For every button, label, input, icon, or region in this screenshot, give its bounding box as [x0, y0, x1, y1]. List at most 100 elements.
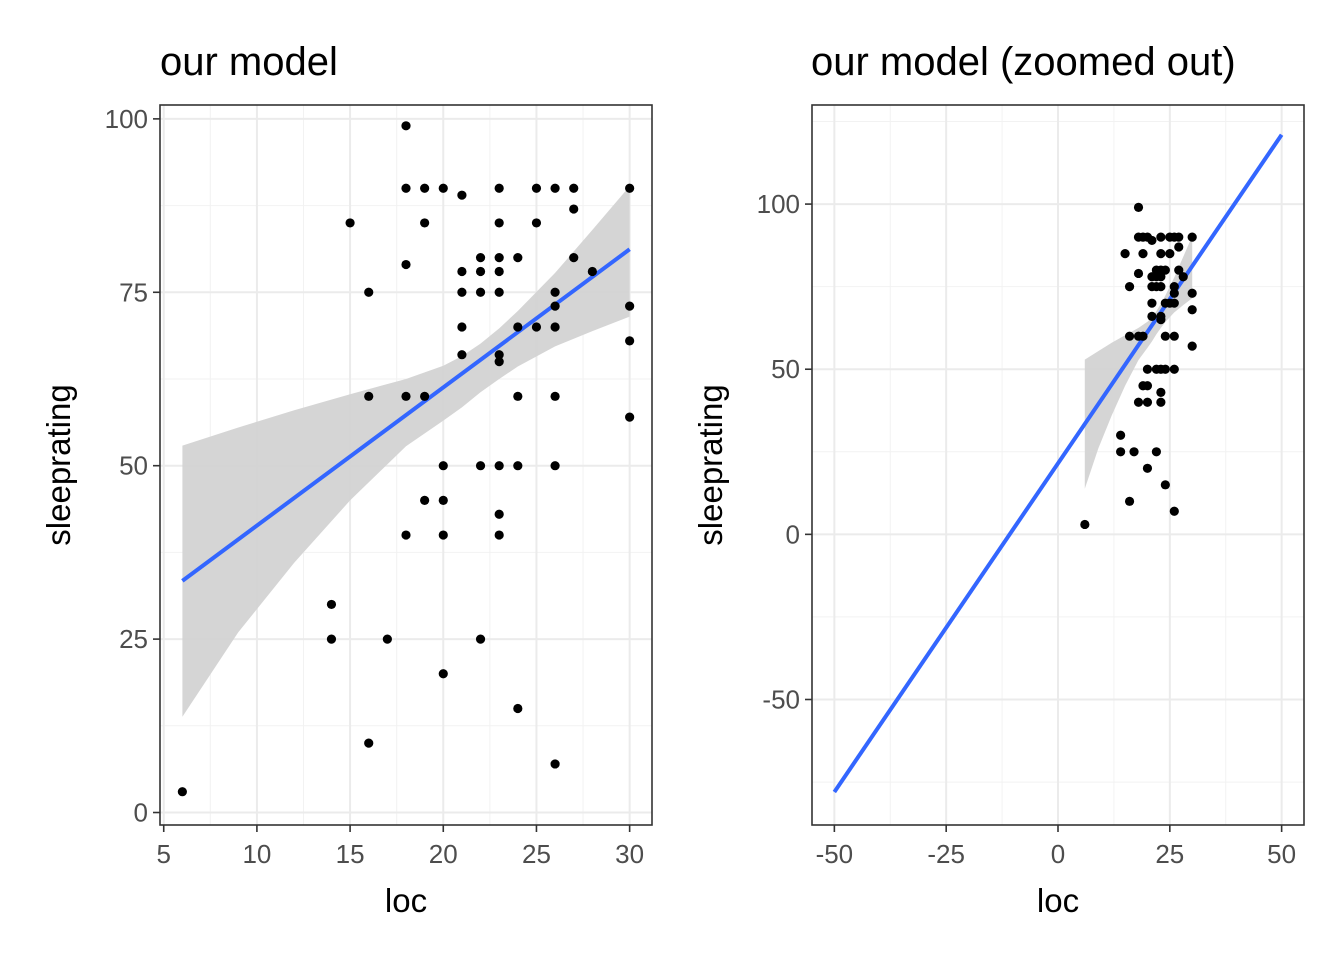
data-point — [550, 322, 560, 332]
data-point — [457, 266, 467, 277]
data-point — [1116, 430, 1126, 440]
x-tick-label: 15 — [336, 839, 365, 869]
data-point — [1174, 265, 1184, 275]
y-axis-ticks: -50 0 50 100 — [757, 189, 812, 714]
data-point — [625, 301, 635, 311]
left-chart-panel: our model 5 10 15 20 25 30 0 25 50 75 100 loc sle… — [40, 40, 653, 919]
y-tick-label: -50 — [762, 684, 800, 714]
data-point — [364, 287, 374, 297]
data-point — [513, 253, 523, 263]
data-point — [569, 183, 579, 193]
data-point — [438, 530, 448, 540]
fit-line — [832, 133, 1284, 794]
data-point — [401, 121, 411, 131]
data-point — [1156, 232, 1166, 242]
data-point — [345, 218, 355, 228]
chart-title: our model — [160, 40, 338, 84]
data-point — [420, 391, 430, 401]
data-point — [1147, 311, 1157, 321]
data-point — [1169, 506, 1179, 516]
data-point — [177, 787, 187, 797]
data-point — [1169, 282, 1179, 292]
data-point — [326, 634, 337, 644]
data-point — [457, 322, 467, 332]
data-point — [1120, 249, 1130, 259]
y-axis-ticks: 0 25 50 75 100 — [105, 104, 160, 828]
data-point — [1169, 298, 1179, 308]
y-tick-label: 50 — [119, 451, 148, 481]
data-point — [625, 336, 635, 346]
data-point — [475, 253, 486, 263]
data-point — [494, 461, 504, 471]
data-point — [494, 509, 504, 519]
y-tick-label: 75 — [119, 277, 148, 307]
x-tick-label: 25 — [522, 839, 551, 869]
data-point — [550, 391, 560, 401]
data-point — [494, 350, 504, 360]
y-tick-label: 0 — [786, 519, 800, 549]
data-point — [457, 350, 467, 360]
data-point — [1169, 288, 1179, 298]
data-point — [494, 266, 504, 277]
y-axis-title: sleeprating — [692, 384, 729, 545]
confidence-band — [182, 186, 630, 717]
y-tick-label: 100 — [105, 104, 148, 134]
data-point — [1187, 288, 1197, 298]
data-point — [494, 530, 504, 540]
x-tick-label: -50 — [816, 839, 854, 869]
data-point — [1187, 232, 1197, 242]
data-point — [550, 301, 560, 311]
x-axis-ticks: 5 10 15 20 25 30 — [156, 825, 644, 869]
data-point — [1124, 496, 1135, 506]
data-point — [1169, 364, 1179, 374]
right-chart-panel: our model (zoomed out) -50 -25 0 25 50 -50 0 5… — [692, 40, 1305, 919]
data-point — [1124, 331, 1135, 341]
data-point — [531, 183, 542, 193]
data-point — [569, 204, 579, 214]
data-point — [1156, 272, 1166, 282]
data-point — [1133, 268, 1144, 279]
data-point — [625, 183, 635, 193]
x-tick-label: 25 — [1155, 839, 1184, 869]
data-point — [420, 218, 430, 228]
data-points — [177, 121, 635, 797]
data-point — [1156, 249, 1166, 259]
regression-line — [832, 133, 1284, 794]
data-point — [401, 391, 411, 401]
data-point — [550, 759, 560, 769]
data-point — [1142, 381, 1153, 391]
data-point — [494, 253, 504, 263]
data-point — [438, 183, 448, 193]
data-point — [1138, 331, 1148, 341]
data-point — [1160, 480, 1170, 490]
data-point — [513, 703, 523, 714]
data-point — [401, 259, 411, 270]
y-tick-label: 50 — [771, 354, 800, 384]
data-point — [420, 495, 430, 505]
x-axis-ticks: -50 -25 0 25 50 — [816, 825, 1296, 869]
data-point — [1138, 249, 1148, 259]
data-point — [1124, 282, 1135, 292]
data-point — [1156, 397, 1166, 407]
data-point — [1133, 397, 1144, 407]
data-point — [550, 461, 560, 471]
data-point — [1160, 331, 1170, 341]
data-point — [364, 391, 374, 401]
data-point — [420, 183, 430, 193]
x-axis-title: loc — [385, 882, 427, 919]
data-point — [1151, 447, 1161, 457]
data-point — [494, 287, 504, 297]
data-point — [494, 183, 504, 193]
data-point — [531, 322, 542, 332]
data-point — [326, 599, 337, 610]
data-point — [1169, 331, 1179, 341]
x-axis-title: loc — [1037, 882, 1079, 919]
data-point — [1129, 447, 1139, 457]
grid-lines — [812, 105, 1304, 825]
data-point — [1133, 202, 1144, 212]
data-point — [438, 461, 448, 471]
data-point — [625, 412, 635, 422]
data-point — [1142, 364, 1153, 374]
data-point — [1178, 272, 1188, 282]
